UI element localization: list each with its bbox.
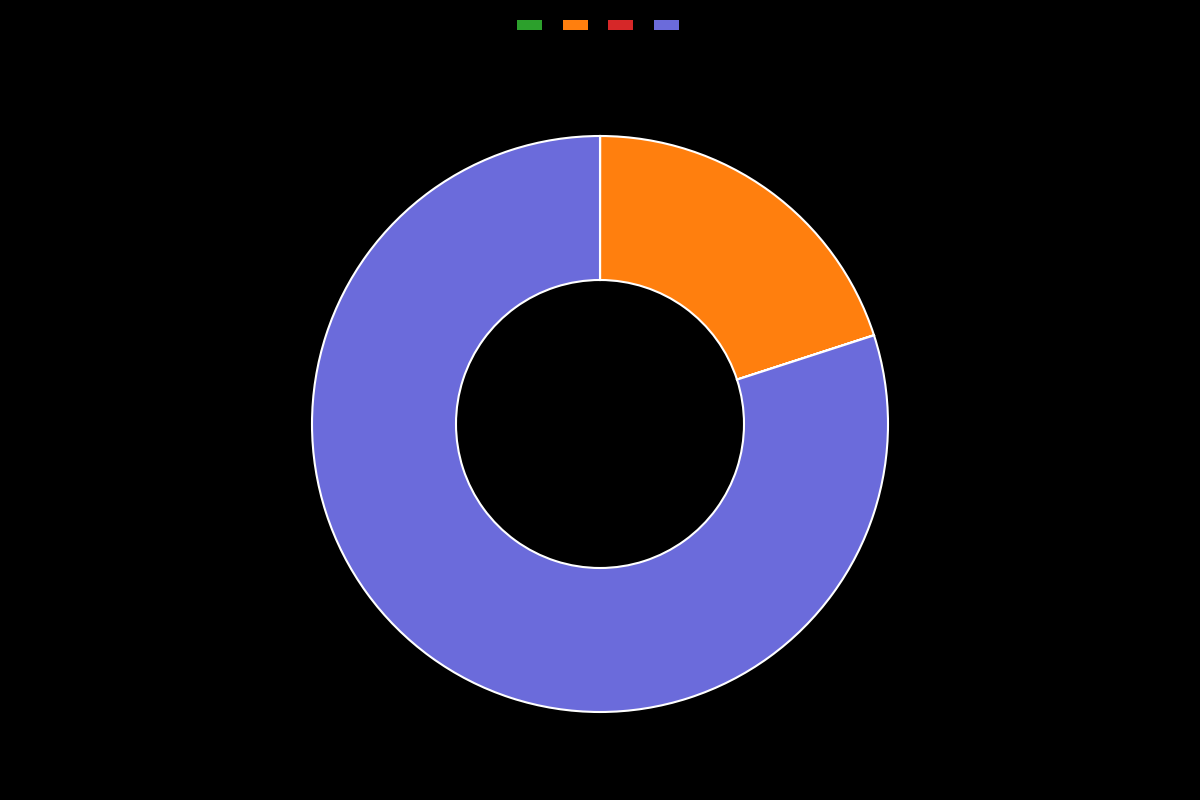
Wedge shape [600, 136, 874, 379]
Legend: , , , : , , , [511, 14, 689, 38]
Wedge shape [312, 136, 888, 712]
Wedge shape [737, 335, 874, 380]
